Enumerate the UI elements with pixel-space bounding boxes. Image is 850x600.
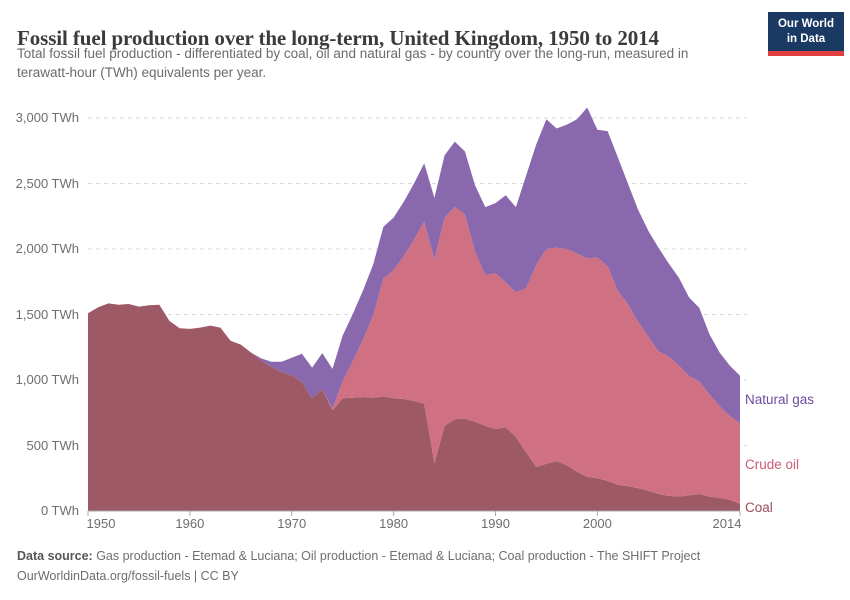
area-coal[interactable] xyxy=(88,303,740,511)
y-axis-tick-label: 2,500 TWh xyxy=(15,175,79,191)
legend-label-natural-gas[interactable]: Natural gas xyxy=(745,392,815,408)
footer-source-label: Data source: xyxy=(17,549,93,563)
y-axis-tick-label: 0 TWh xyxy=(40,503,79,518)
footer-credit: OurWorldinData.org/fossil-fuels | CC BY xyxy=(17,569,239,583)
area-natural-gas[interactable] xyxy=(88,107,740,424)
y-axis-tick-label: 1,500 TWh xyxy=(15,306,79,322)
footer-link[interactable]: OurWorldinData.org/fossil-fuels xyxy=(17,569,191,583)
owid-logo-line1: Our World xyxy=(777,18,834,30)
x-axis-tick-label: 1950 xyxy=(86,516,116,531)
chart-canvas[interactable] xyxy=(0,0,850,545)
x-axis-tick-label: 1970 xyxy=(277,516,307,531)
footer-source-text: Gas production - Etemad & Luciana; Oil p… xyxy=(92,549,701,563)
y-axis-tick-label: 2,000 TWh xyxy=(15,241,79,256)
page-subtitle: Total fossil fuel production - different… xyxy=(17,46,689,80)
legend-label-coal[interactable]: Coal xyxy=(745,500,773,516)
legend-label-crude-oil[interactable]: Crude oil xyxy=(745,456,800,472)
x-axis-tick-label: 2000 xyxy=(582,516,612,531)
footer-source: Data source: Gas production - Etemad & L… xyxy=(17,549,700,563)
owid-logo-line2: in Data xyxy=(786,32,826,45)
page-title: Fossil fuel production over the long-ter… xyxy=(17,26,659,51)
owid-logo[interactable]: Our World in Data xyxy=(768,12,844,56)
x-axis-tick-label: 1980 xyxy=(379,516,409,531)
y-axis-tick-label: 1,000 TWh xyxy=(15,372,79,387)
y-axis-tick-label: 500 TWh xyxy=(26,437,79,453)
x-axis-tick-label: 1960 xyxy=(175,516,205,531)
area-crude-oil[interactable] xyxy=(88,207,740,504)
footer-license: | CC BY xyxy=(190,569,239,583)
x-axis-tick-label: 1990 xyxy=(481,516,510,531)
x-axis-tick-label: 2014 xyxy=(712,516,742,531)
y-axis-tick-label: 3,000 TWh xyxy=(15,110,79,125)
